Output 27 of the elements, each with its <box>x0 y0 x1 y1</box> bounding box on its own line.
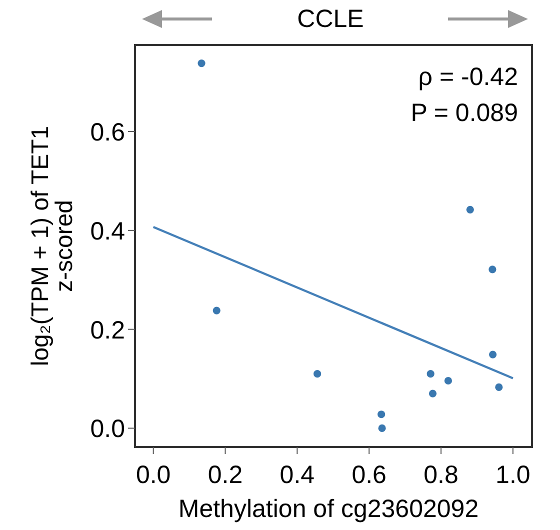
x-tick-label: 0.4 <box>280 461 315 489</box>
y-tick-label: 0.2 <box>90 316 125 344</box>
point <box>488 266 496 274</box>
x-tick-label: 0.0 <box>136 461 171 489</box>
annotation: ρ = -0.42 <box>418 63 518 91</box>
x-tick-label: 0.2 <box>208 461 243 489</box>
y-tick-label: 0.4 <box>90 217 126 246</box>
point <box>378 424 386 432</box>
y-axis-title: log₂(TPM + 1) of TET1 z-scored <box>27 126 78 366</box>
point <box>444 376 452 385</box>
y-tick-label: 0.6 <box>90 118 125 147</box>
point <box>495 383 503 391</box>
point <box>489 350 497 358</box>
point <box>378 410 386 418</box>
point <box>428 390 437 398</box>
x-tick-label: 0.8 <box>424 461 458 489</box>
point <box>212 306 220 314</box>
point <box>198 59 206 68</box>
annotation: P = 0.089 <box>410 99 518 127</box>
x-tick-label: 1.0 <box>496 461 530 489</box>
chart-title: CCLE <box>297 5 364 33</box>
point <box>426 370 434 378</box>
y-tick-label: 0.0 <box>90 415 125 444</box>
point <box>466 206 474 214</box>
x-tick-label: 0.6 <box>352 461 386 489</box>
x-axis-title: Methylation of cg23602092 <box>178 495 479 523</box>
point <box>314 370 322 378</box>
